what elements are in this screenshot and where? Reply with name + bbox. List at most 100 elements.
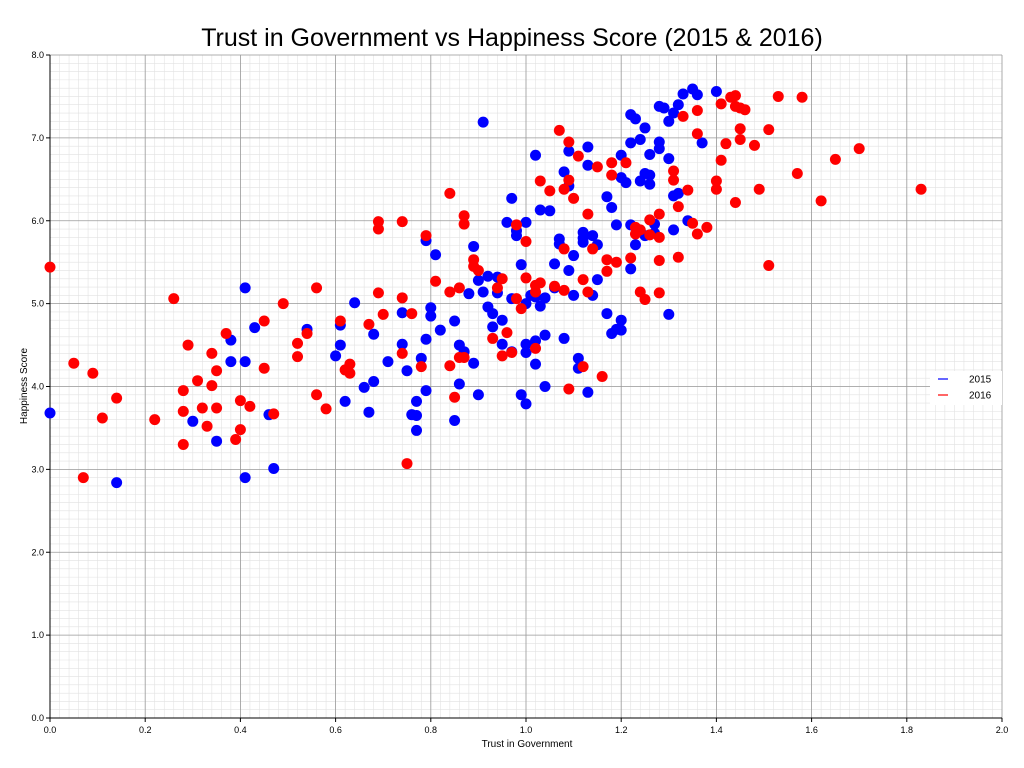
point-2015 <box>620 177 632 189</box>
point-2016 <box>710 175 722 187</box>
x-tick-label: 1.8 <box>901 725 914 735</box>
point-2016 <box>582 208 594 220</box>
point-2016 <box>230 434 242 446</box>
point-2016 <box>596 371 608 383</box>
point-2016 <box>292 337 304 349</box>
point-2015 <box>515 389 527 401</box>
point-2016 <box>44 261 56 273</box>
x-tick-label: 1.0 <box>520 725 533 735</box>
x-axis-label: Trust in Government <box>482 739 573 750</box>
point-2015 <box>368 328 380 340</box>
point-2016 <box>653 287 665 299</box>
point-2016 <box>415 361 427 373</box>
point-2016 <box>510 219 522 231</box>
point-2016 <box>487 332 499 344</box>
point-2015 <box>558 166 570 178</box>
point-2015 <box>696 137 708 149</box>
point-2016 <box>763 260 775 272</box>
point-2015 <box>658 102 670 114</box>
point-2016 <box>853 143 865 155</box>
point-2016 <box>729 90 741 102</box>
point-2015 <box>577 236 589 248</box>
point-2015 <box>610 219 622 231</box>
point-2016 <box>406 308 418 320</box>
point-2016 <box>177 439 189 451</box>
point-2016 <box>177 405 189 417</box>
point-2015 <box>339 395 351 407</box>
point-2016 <box>558 243 570 255</box>
point-2015 <box>539 329 551 341</box>
point-2016 <box>430 275 442 287</box>
point-2016 <box>491 282 503 294</box>
point-2015 <box>668 224 680 236</box>
point-2016 <box>620 157 632 169</box>
point-2016 <box>87 367 99 379</box>
chart-title: Trust in Government vs Happiness Score (… <box>201 24 823 52</box>
x-tick-label: 0.6 <box>329 725 342 735</box>
point-2015 <box>587 230 599 242</box>
axes: 0.0 0.2 0.4 0.6 0.8 1.0 1.2 1.4 1.6 1.8 2.0 0.0 1.0 2… <box>31 50 1008 735</box>
point-2015 <box>111 477 123 489</box>
point-2016 <box>591 161 603 173</box>
point-2015 <box>472 389 484 401</box>
point-2015 <box>506 192 518 204</box>
point-2016 <box>829 153 841 165</box>
point-2015 <box>606 201 618 213</box>
point-2016 <box>372 287 384 299</box>
point-2015 <box>677 88 689 100</box>
point-2016 <box>772 90 784 102</box>
point-2016 <box>220 327 232 339</box>
point-2016 <box>577 361 589 373</box>
point-2016 <box>510 293 522 305</box>
point-2015 <box>582 386 594 398</box>
y-tick-label: 1.0 <box>31 630 44 640</box>
y-tick-label: 4.0 <box>31 382 44 392</box>
point-2015 <box>487 308 499 320</box>
point-2016 <box>734 123 746 135</box>
point-2016 <box>634 224 646 236</box>
point-2016 <box>639 293 651 305</box>
point-2015 <box>468 240 480 252</box>
x-tick-label: 1.6 <box>805 725 818 735</box>
point-2016 <box>644 214 656 226</box>
point-2016 <box>344 358 356 370</box>
point-2015 <box>477 116 489 128</box>
point-2015 <box>520 216 532 228</box>
point-2016 <box>396 292 408 304</box>
point-2016 <box>68 357 80 369</box>
point-2016 <box>577 274 589 286</box>
point-2016 <box>748 139 760 151</box>
y-tick-label: 7.0 <box>31 133 44 143</box>
point-2015 <box>268 463 280 475</box>
point-2015 <box>449 315 461 327</box>
point-2016 <box>458 218 470 230</box>
point-2016 <box>292 351 304 363</box>
point-2016 <box>563 136 575 148</box>
point-2016 <box>653 208 665 220</box>
point-2016 <box>301 327 313 339</box>
point-2015 <box>591 274 603 286</box>
point-2016 <box>444 286 456 298</box>
point-2015 <box>672 99 684 111</box>
point-2016 <box>530 342 542 354</box>
grid <box>49 54 1003 719</box>
point-2016 <box>258 362 270 374</box>
point-2015 <box>539 381 551 392</box>
point-2016 <box>720 138 732 150</box>
point-2016 <box>606 169 618 181</box>
point-2016 <box>682 184 694 196</box>
point-2015 <box>482 270 494 282</box>
point-2015 <box>239 472 251 484</box>
point-2016 <box>520 272 532 284</box>
point-2016 <box>206 380 218 392</box>
point-2015 <box>349 297 361 309</box>
point-2016 <box>653 231 665 243</box>
point-2016 <box>182 339 194 351</box>
point-2015 <box>601 308 613 320</box>
point-2015 <box>582 159 594 171</box>
point-2016 <box>672 251 684 263</box>
y-axis-label: Happiness Score <box>19 347 30 424</box>
point-2016 <box>244 400 256 412</box>
point-2015 <box>453 378 465 390</box>
point-2015 <box>639 122 651 134</box>
